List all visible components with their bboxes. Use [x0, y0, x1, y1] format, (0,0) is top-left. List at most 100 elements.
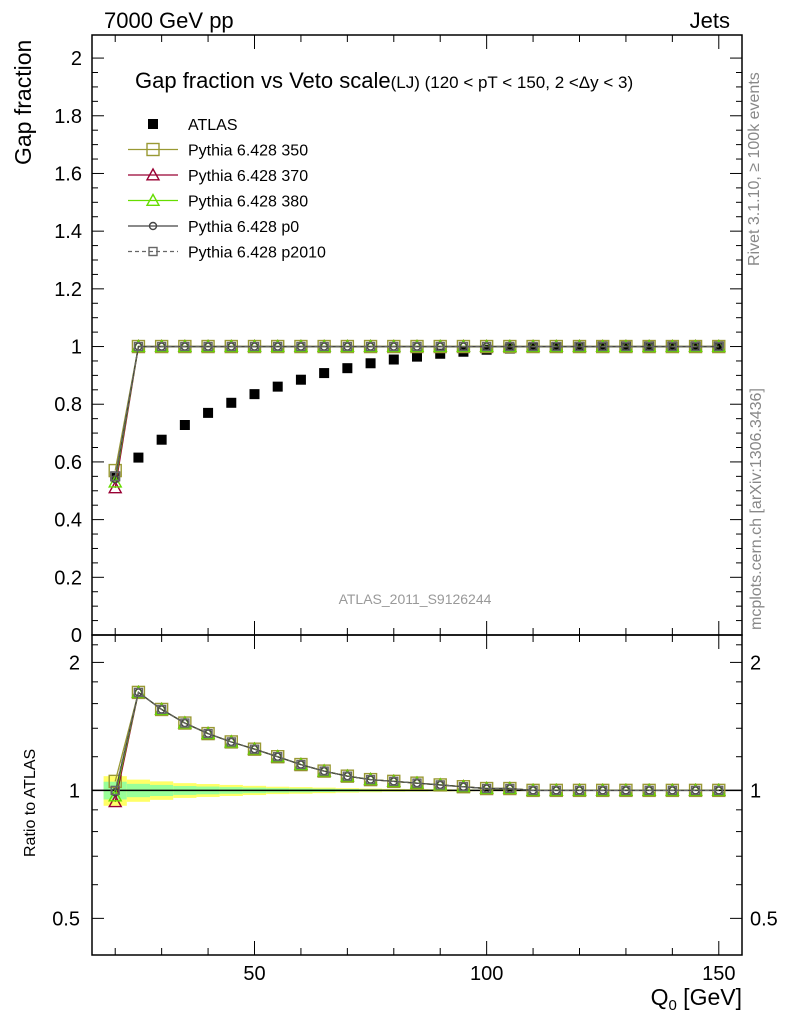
- main-series-5-point: [574, 341, 585, 352]
- legend-marker: [146, 142, 160, 157]
- ratio-series-0-line: [114, 691, 719, 792]
- ratio-series-4-point: [226, 737, 236, 747]
- main-series-0-point: [179, 420, 190, 430]
- main-y-tick-label: 0.2: [54, 567, 82, 589]
- legend-marker: [145, 193, 161, 207]
- main-y-tick-label: 1.6: [54, 163, 82, 185]
- legend-marker: [148, 246, 158, 257]
- main-series-0-point: [272, 381, 283, 392]
- main-series-0-point: [203, 407, 214, 418]
- ratio-series-4-point: [412, 778, 422, 788]
- main-series-5-point: [481, 341, 492, 352]
- chart-subtitle: (LJ) (120 < pT < 150, 2 <Δy < 3): [391, 73, 634, 92]
- chart-title: Gap fraction vs Veto scale(LJ) (120 < pT…: [135, 68, 633, 93]
- main-series-0-point: [342, 363, 353, 374]
- main-y-tick-label: 1.2: [54, 279, 82, 301]
- main-series-0-point: [365, 358, 376, 369]
- main-series-0-point: [435, 348, 446, 359]
- ratio-series-4-point: [714, 785, 724, 796]
- ratio-series-4-point: [249, 744, 260, 754]
- main-y-tick-label: 1.8: [54, 106, 82, 128]
- x-axis-label-symbol: Q: [651, 984, 669, 1010]
- main-series-5-point: [226, 341, 236, 352]
- ratio-series-4-point: [133, 687, 144, 698]
- main-series-5-point: [296, 341, 306, 352]
- main-series-0-point: [388, 354, 399, 365]
- legend-label: Pythia 6.428 380: [188, 194, 308, 211]
- ratio-series-4-point: [598, 785, 608, 796]
- main-series-5-point: [273, 341, 283, 352]
- ratio-y-tick-label-left: 1: [69, 780, 80, 802]
- main-series-0-point: [133, 452, 144, 463]
- x-axis-label-unit: [GeV]: [677, 984, 742, 1010]
- x-tick-label: 50: [243, 963, 265, 985]
- legend-label: Pythia 6.428 p2010: [188, 245, 326, 262]
- main-series-5-point: [528, 341, 538, 352]
- main-series-5-point: [667, 341, 678, 352]
- ratio-series-2-line: [114, 691, 719, 797]
- main-series-5-line: [114, 345, 719, 477]
- ratio-series-2-point: [108, 788, 123, 802]
- ratio-series-4-point: [551, 785, 561, 796]
- main-series-5-point: [110, 471, 120, 482]
- main-series-5-point: [249, 341, 260, 352]
- ratio-y-tick-label-left: 2: [69, 652, 80, 674]
- main-series-5-point: [203, 341, 213, 352]
- main-series-5-point: [342, 341, 353, 352]
- main-series-5-point: [714, 341, 724, 352]
- ratio-series-4-point: [644, 785, 654, 796]
- energy-label: 7000 GeV pp: [104, 8, 234, 33]
- main-series-5-point: [551, 341, 561, 352]
- chart-title-main: Gap fraction vs Veto scale: [135, 68, 391, 93]
- main-series-0-point: [528, 342, 539, 353]
- legend-label: Pythia 6.428 p0: [188, 219, 299, 236]
- main-series-5-point: [412, 341, 422, 352]
- ratio-series-4-point: [667, 785, 678, 796]
- main-y-tick-label: 0.4: [54, 510, 82, 532]
- ratio-y-tick-label-right: 0.5: [750, 908, 778, 930]
- legend-marker: [145, 167, 161, 181]
- ratio-series-4-point: [690, 785, 701, 796]
- main-series-0-point: [319, 368, 330, 379]
- ratio-series-4-point: [574, 785, 585, 796]
- main-series-5-point: [389, 341, 399, 352]
- ratio-series-4-point: [481, 783, 492, 794]
- main-series-5-point: [598, 341, 608, 352]
- ratio-series-4-point: [110, 785, 120, 796]
- main-series-0-point: [295, 374, 306, 385]
- ratio-y-tick-label-right: 1: [750, 780, 761, 802]
- main-series-5-point: [505, 341, 515, 352]
- main-series-0-point: [226, 397, 237, 408]
- legend-label: Pythia 6.428 350: [188, 143, 308, 160]
- ratio-series-4-point: [319, 766, 329, 776]
- main-y-tick-label: 0.8: [54, 394, 82, 416]
- ratio-series-4-point: [203, 728, 213, 739]
- main-series-0-point: [412, 351, 422, 362]
- ratio-series-0-point: [108, 774, 122, 789]
- main-series-5-point: [180, 341, 190, 352]
- main-series-5-point: [690, 341, 701, 352]
- legend-label: Pythia 6.428 370: [188, 168, 308, 185]
- main-series-0-point: [156, 434, 167, 445]
- main-series-5-point: [365, 341, 376, 352]
- ratio-plot-frame: [91, 634, 743, 956]
- legend-marker: [148, 221, 158, 231]
- legend-label: ATLAS: [188, 117, 238, 134]
- main-series-5-point: [435, 341, 445, 352]
- ratio-series-4-point: [505, 783, 515, 794]
- category-label: Jets: [689, 8, 730, 33]
- ratio-series-4-point: [273, 752, 283, 762]
- main-y-tick-label: 0.6: [54, 452, 82, 474]
- ratio-y-tick-label-right: 2: [750, 652, 761, 674]
- main-series-0-point: [249, 389, 260, 400]
- ratio-y-tick-label-left: 0.5: [52, 908, 80, 930]
- main-series-5-point: [156, 341, 167, 352]
- main-series-5-point: [133, 341, 144, 352]
- x-axis-label-subscript: 0: [668, 997, 676, 1014]
- ratio-series-4-point: [389, 776, 399, 787]
- ratio-series-4-point: [342, 771, 353, 781]
- x-tick-label: 150: [702, 963, 735, 985]
- ratio-series-4-point: [180, 718, 190, 728]
- main-y-tick-label: 1: [71, 337, 82, 359]
